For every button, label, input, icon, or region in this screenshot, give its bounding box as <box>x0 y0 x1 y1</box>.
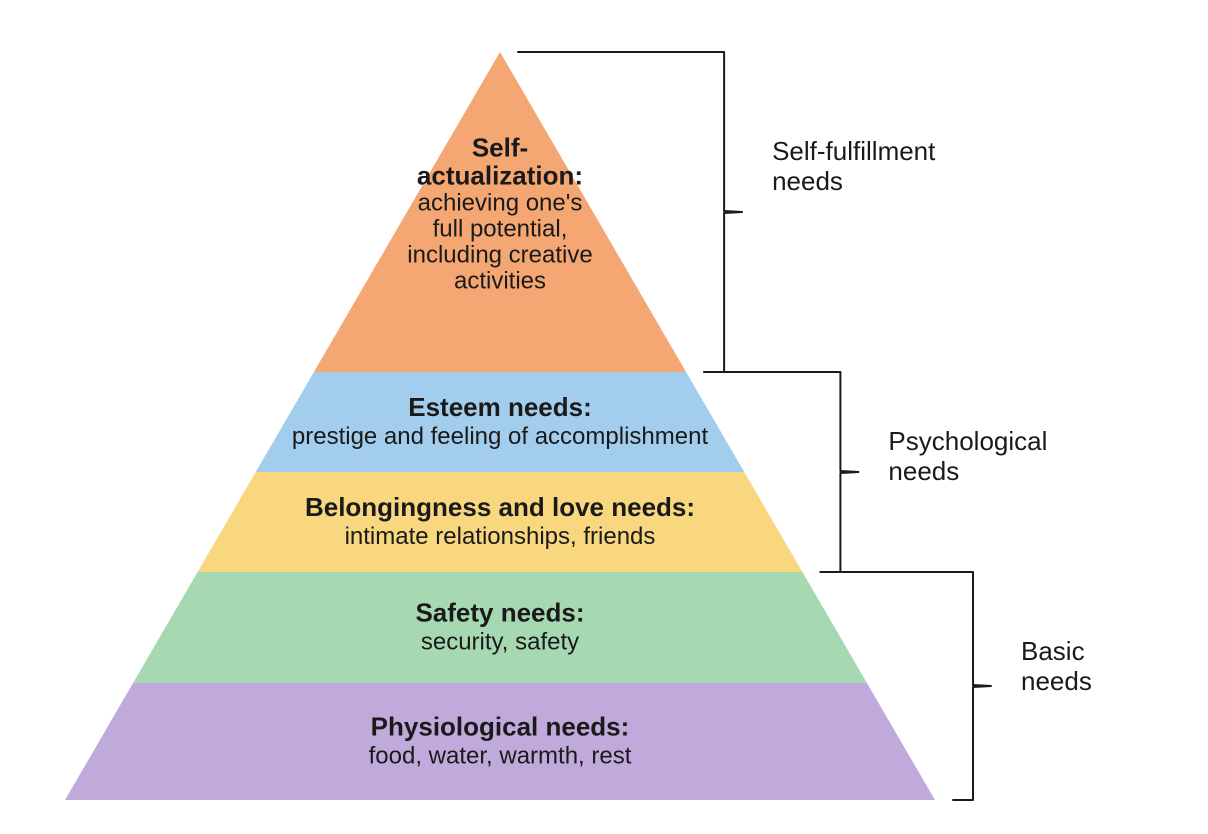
bracket-psychological-label: needs <box>888 456 959 486</box>
tier-safety-desc: security, safety <box>421 629 579 656</box>
tier-esteem-title: Esteem needs: <box>408 392 592 422</box>
tier-self-actualization-desc: including creative <box>407 241 592 268</box>
tier-belongingness-title: Belongingness and love needs: <box>305 492 695 522</box>
maslow-pyramid-diagram: Self-actualization:achieving one'sfull p… <box>0 0 1208 834</box>
tier-esteem-desc: prestige and feeling of accomplishment <box>292 423 709 450</box>
pyramid-svg: Self-actualization:achieving one'sfull p… <box>0 0 1208 834</box>
tier-self-actualization-desc: activities <box>454 267 546 294</box>
tier-self-actualization-desc: full potential, <box>433 215 568 242</box>
tier-physiological <box>65 683 935 800</box>
bracket-psychological-label: Psychological <box>888 426 1047 456</box>
bracket-basic-label: Basic <box>1021 636 1085 666</box>
tier-belongingness <box>198 472 803 572</box>
tier-esteem <box>256 372 745 472</box>
tier-physiological-desc: food, water, warmth, rest <box>369 743 632 770</box>
tier-self-actualization-title: actualization: <box>417 160 583 190</box>
tier-physiological-title: Physiological needs: <box>371 712 630 742</box>
tier-safety <box>133 572 867 683</box>
tier-self-actualization-title: Self- <box>472 132 528 162</box>
bracket-basic-label: needs <box>1021 666 1092 696</box>
bracket-self-fulfillment-label: Self-fulfillment <box>772 136 936 166</box>
tier-self-actualization-desc: achieving one's <box>418 189 583 216</box>
bracket-self-fulfillment-label: needs <box>772 166 843 196</box>
tier-safety-title: Safety needs: <box>415 598 584 628</box>
tier-belongingness-desc: intimate relationships, friends <box>345 523 656 550</box>
